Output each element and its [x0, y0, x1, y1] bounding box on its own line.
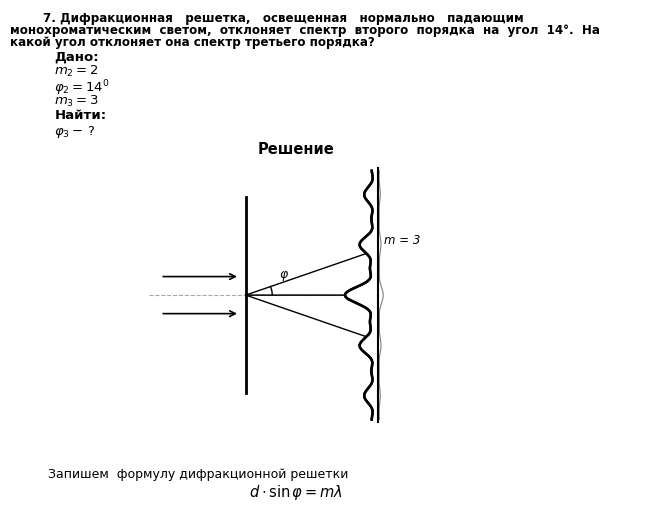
- Text: $d \cdot \sin\varphi = m\lambda$: $d \cdot \sin\varphi = m\lambda$: [249, 483, 343, 502]
- Text: 7. Дифракционная   решетка,   освещенная   нормально   падающим: 7. Дифракционная решетка, освещенная нор…: [43, 12, 523, 25]
- Text: какой угол отклоняет она спектр третьего порядка?: какой угол отклоняет она спектр третьего…: [10, 36, 375, 49]
- Text: $m_2 = 2$: $m_2 = 2$: [54, 64, 99, 79]
- Text: Найти:: Найти:: [54, 110, 107, 122]
- Text: Решение: Решение: [257, 142, 334, 156]
- Text: монохроматическим  светом,  отклоняет  спектр  второго  порядка  на  угол  14°. : монохроматическим светом, отклоняет спек…: [10, 24, 600, 37]
- Text: $\varphi_2 = 14^0$: $\varphi_2 = 14^0$: [54, 79, 110, 98]
- Text: $\varphi_3 -\,?$: $\varphi_3 -\,?$: [54, 124, 96, 140]
- Text: Запишем  формулу дифракционной решетки: Запишем формулу дифракционной решетки: [48, 468, 349, 481]
- Text: $\varphi$: $\varphi$: [279, 270, 289, 284]
- Text: $m_3 = 3$: $m_3 = 3$: [54, 94, 99, 109]
- Text: Дано:: Дано:: [54, 51, 99, 64]
- Text: m = 3: m = 3: [384, 234, 421, 247]
